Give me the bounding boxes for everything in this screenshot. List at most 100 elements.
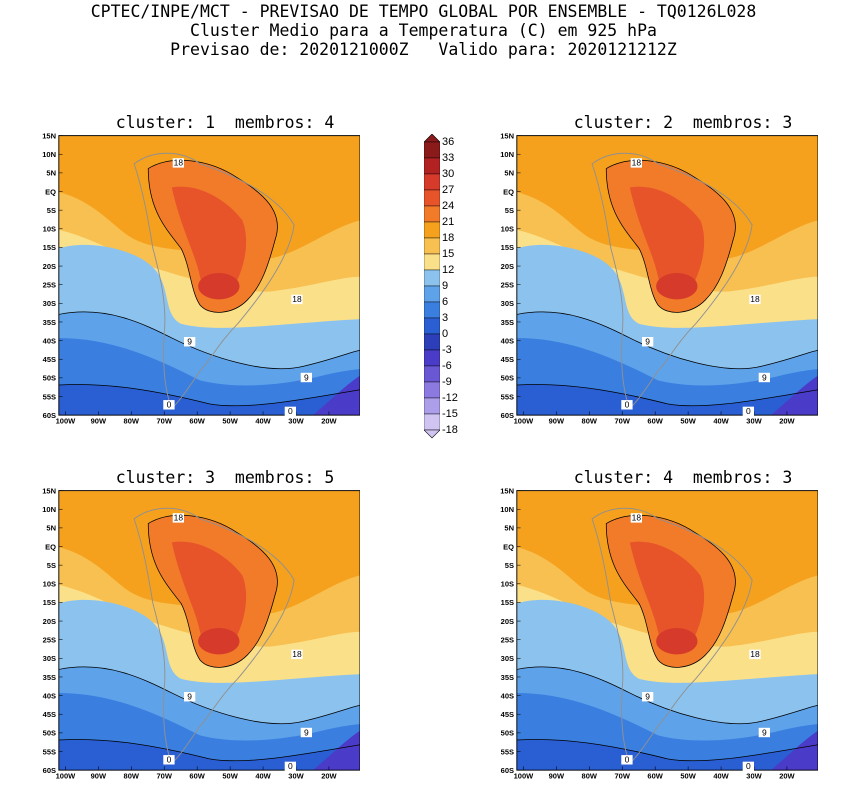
contour-label-bg — [172, 513, 184, 523]
contour-label-bg — [291, 294, 303, 305]
panel-title-1: cluster: 1 membros: 4 — [115, 113, 335, 132]
title-line-1: CPTEC/INPE/MCT - PREVISAO DE TEMPO GLOBA… — [90, 2, 757, 21]
lon-tick-label: 30W — [746, 417, 762, 426]
contour-label-bg — [284, 761, 296, 772]
map-panel-2: 15N 10N 5N EQ 5S 10S 15S 20S 25S 30S 35S 40S 45S 50S 5… — [500, 133, 818, 426]
colorbar-label: 6 — [442, 296, 449, 308]
contour-label-bg — [749, 649, 761, 660]
lat-tick-label: 45S — [43, 710, 56, 719]
lon-tick-label: 50W — [680, 417, 696, 426]
map-panel-1: 15N 10N 5N EQ 5S 10S 15S 20S 25S 30S 35S 40S 45S 50S 5… — [42, 133, 360, 426]
contour-label-bg — [758, 727, 770, 738]
colorbar-label: -18 — [442, 424, 458, 436]
contour-label-bg — [758, 372, 770, 383]
contour-label: 9 — [187, 337, 192, 347]
field-27 — [629, 186, 705, 300]
colorbar-label: 36 — [442, 136, 455, 148]
contour-label: 18 — [292, 649, 302, 659]
lat-tick-label: 10S — [43, 580, 56, 589]
colorbar-swatch — [424, 349, 440, 367]
lat-tick-label: 30S — [501, 299, 514, 308]
contour-label-bg — [742, 406, 754, 417]
panel-title-3: cluster: 3 membros: 5 — [115, 468, 335, 487]
lat-tick-label: 15S — [501, 243, 514, 252]
contour-label: 18 — [174, 513, 184, 523]
lat-tick-label: 15N — [500, 133, 514, 140]
lat-tick-label: EQ — [503, 187, 514, 196]
lat-tick-label: 10S — [43, 225, 56, 234]
lat-tick-label: 25S — [43, 636, 56, 645]
contour-label: 9 — [645, 337, 650, 347]
map-frame — [516, 490, 818, 771]
contour-label: 0 — [167, 400, 172, 410]
lat-tick-label: 55S — [501, 392, 514, 401]
lat-tick-label: 5N — [504, 524, 514, 533]
colorbar-label: 18 — [442, 232, 455, 244]
lon-tick-label: 100W — [56, 417, 77, 426]
colorbar-label: -15 — [442, 408, 458, 420]
contour-label-bg — [630, 513, 642, 523]
colorbar-label: 30 — [442, 168, 455, 180]
colorbar-label: 9 — [442, 280, 449, 292]
lat-tick-label: 5S — [47, 561, 56, 570]
coastline — [133, 507, 295, 765]
lat-tick-label: 55S — [43, 747, 56, 756]
lat-tick-label: 15S — [43, 243, 56, 252]
lat-tick-label: 20S — [501, 262, 514, 271]
lon-tick-label: 90W — [549, 417, 565, 426]
colorbar — [424, 134, 440, 439]
contour-label-bg — [642, 692, 654, 702]
map-frame — [58, 490, 360, 771]
panel-title-2: cluster: 2 membros: 3 — [573, 113, 793, 132]
contour-label: 0 — [288, 761, 293, 771]
contour-label-bg — [284, 406, 296, 417]
lon-tick-label: 80W — [124, 417, 140, 426]
contour-9 — [516, 666, 818, 725]
contour-label: 0 — [746, 406, 751, 416]
contour-18 — [147, 159, 278, 313]
colorbar-label: 33 — [442, 152, 455, 164]
lon-tick-label: 90W — [549, 772, 565, 781]
map-frame — [516, 135, 818, 416]
field-30 — [198, 628, 240, 655]
contour-label-bg — [621, 755, 633, 765]
contour-label: 18 — [632, 513, 642, 523]
lat-tick-label: 10N — [42, 150, 56, 159]
map-panel-4: 15N 10N 5N EQ 5S 10S 15S 20S 25S 30S 35S 40S 45S 50S 5… — [500, 488, 818, 781]
contour-label-bg — [163, 400, 175, 410]
lat-tick-label: 10N — [500, 150, 514, 159]
colorbar-top-arrow — [424, 134, 440, 143]
colorbar-swatch — [424, 189, 440, 207]
lon-tick-label: 20W — [321, 417, 337, 426]
field-30 — [198, 273, 240, 300]
map-frame — [58, 135, 360, 416]
lon-tick-label: 30W — [746, 772, 762, 781]
contour-label: 9 — [762, 727, 767, 737]
colorbar-label: -6 — [442, 360, 452, 372]
lon-tick-label: 70W — [157, 417, 173, 426]
lat-tick-label: 30S — [43, 654, 56, 663]
lat-tick-label: 45S — [501, 710, 514, 719]
lat-tick-label: 50S — [501, 729, 514, 738]
lon-tick-label: 50W — [222, 772, 238, 781]
colorbar-swatch — [424, 253, 440, 271]
lat-tick-label: 40S — [43, 336, 56, 345]
lat-tick-label: 50S — [43, 374, 56, 383]
contour-label: 9 — [187, 692, 192, 702]
lon-tick-label: 80W — [582, 772, 598, 781]
contour-label-bg — [163, 755, 175, 765]
colorbar-swatch — [424, 173, 440, 191]
field-27 — [171, 186, 247, 300]
lon-tick-label: 50W — [222, 417, 238, 426]
lat-tick-label: 45S — [43, 355, 56, 364]
panel-title-4: cluster: 4 membros: 3 — [573, 468, 793, 487]
lat-tick-label: 50S — [501, 374, 514, 383]
lat-tick-label: 20S — [501, 617, 514, 626]
field-30 — [656, 628, 698, 655]
contour-label-bg — [742, 761, 754, 772]
lat-tick-label: 10S — [501, 225, 514, 234]
lon-tick-label: 20W — [321, 772, 337, 781]
contour-18 — [605, 159, 736, 313]
lon-tick-label: 40W — [713, 417, 729, 426]
contour-label-bg — [184, 337, 196, 347]
